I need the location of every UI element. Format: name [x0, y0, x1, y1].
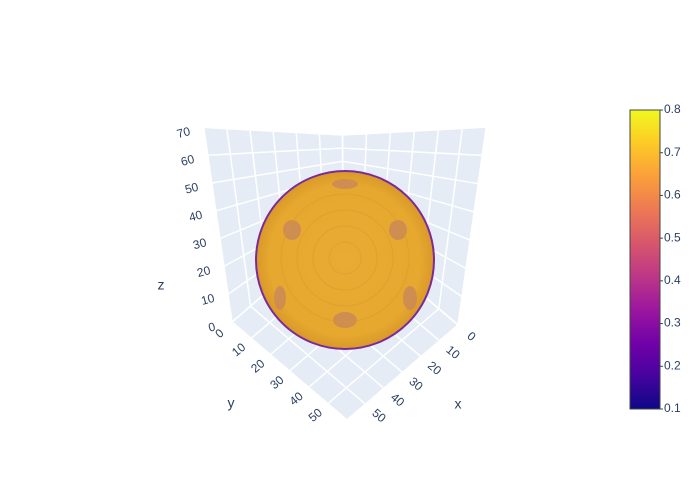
x-tick-label: 50 — [369, 406, 388, 426]
colorbar-tick-label: 0.5 — [664, 230, 681, 244]
y-axis-title: y — [228, 395, 235, 411]
z-tick-label: 60 — [179, 152, 196, 169]
grid-line — [438, 128, 464, 309]
surface-texture — [312, 225, 378, 291]
y-tick-label: 50 — [306, 405, 325, 425]
colorbar-tick-label: 0.7 — [664, 145, 681, 159]
surface-dimple — [274, 286, 286, 310]
x-tick-label: 10 — [443, 343, 462, 363]
grid-line — [327, 308, 440, 405]
y-tick-label: 20 — [248, 356, 267, 376]
surface-dimple — [283, 220, 301, 240]
x-axis-title: x — [455, 396, 462, 412]
x-tick-label: 30 — [406, 374, 425, 394]
z-tick-label: 20 — [195, 263, 212, 280]
grid-line — [342, 126, 487, 136]
y-tick-label: 40 — [287, 389, 306, 409]
surface-dimple — [403, 286, 417, 310]
x-tick-label: 60 — [351, 422, 370, 442]
surface-texture — [280, 193, 410, 323]
z-axis-title: z — [158, 277, 165, 293]
grid-line — [346, 324, 459, 421]
tick-labels: 0102030405060010203040506001020304050607… — [175, 124, 479, 442]
surface-texture — [296, 209, 394, 307]
grid-line — [342, 147, 483, 157]
isosurface — [255, 170, 435, 350]
z-tick-label: 0 — [207, 319, 217, 334]
z-tick-label: 40 — [187, 207, 204, 224]
x-tick-label: 0 — [464, 329, 478, 344]
y-tick-label: 10 — [229, 340, 248, 360]
y-tick-label: 60 — [325, 422, 344, 442]
y-tick-label: 30 — [267, 373, 286, 393]
grid-line — [226, 128, 252, 307]
grid-line — [203, 126, 343, 136]
surface-texture — [328, 241, 362, 275]
grid-line — [211, 160, 343, 184]
colorbar-tick-label: 0.1 — [664, 401, 681, 415]
colorbar-tick-label: 0.8 — [664, 102, 681, 116]
colorbar-tick-label: 0.2 — [664, 358, 681, 372]
z-tick-label: 10 — [199, 291, 216, 308]
surface-dimple — [333, 312, 357, 328]
grid-line — [207, 147, 343, 156]
surface-dimple — [332, 179, 358, 189]
x-tick-label: 40 — [388, 390, 407, 410]
grid-line — [457, 127, 487, 326]
colorbar-tick-label: 0.4 — [664, 273, 681, 287]
z-tick-label: 30 — [191, 235, 208, 252]
z-tick-label: 70 — [175, 124, 192, 141]
z-tick-label: 50 — [183, 180, 200, 197]
colorbar-tick-label: 0.6 — [664, 188, 681, 202]
grid-line — [342, 160, 479, 185]
surface-dimple — [389, 220, 407, 240]
grid-line — [203, 127, 233, 323]
colorbar-tick-label: 0.3 — [664, 316, 681, 330]
x-tick-label: 20 — [425, 358, 444, 378]
colorbar — [629, 109, 661, 410]
